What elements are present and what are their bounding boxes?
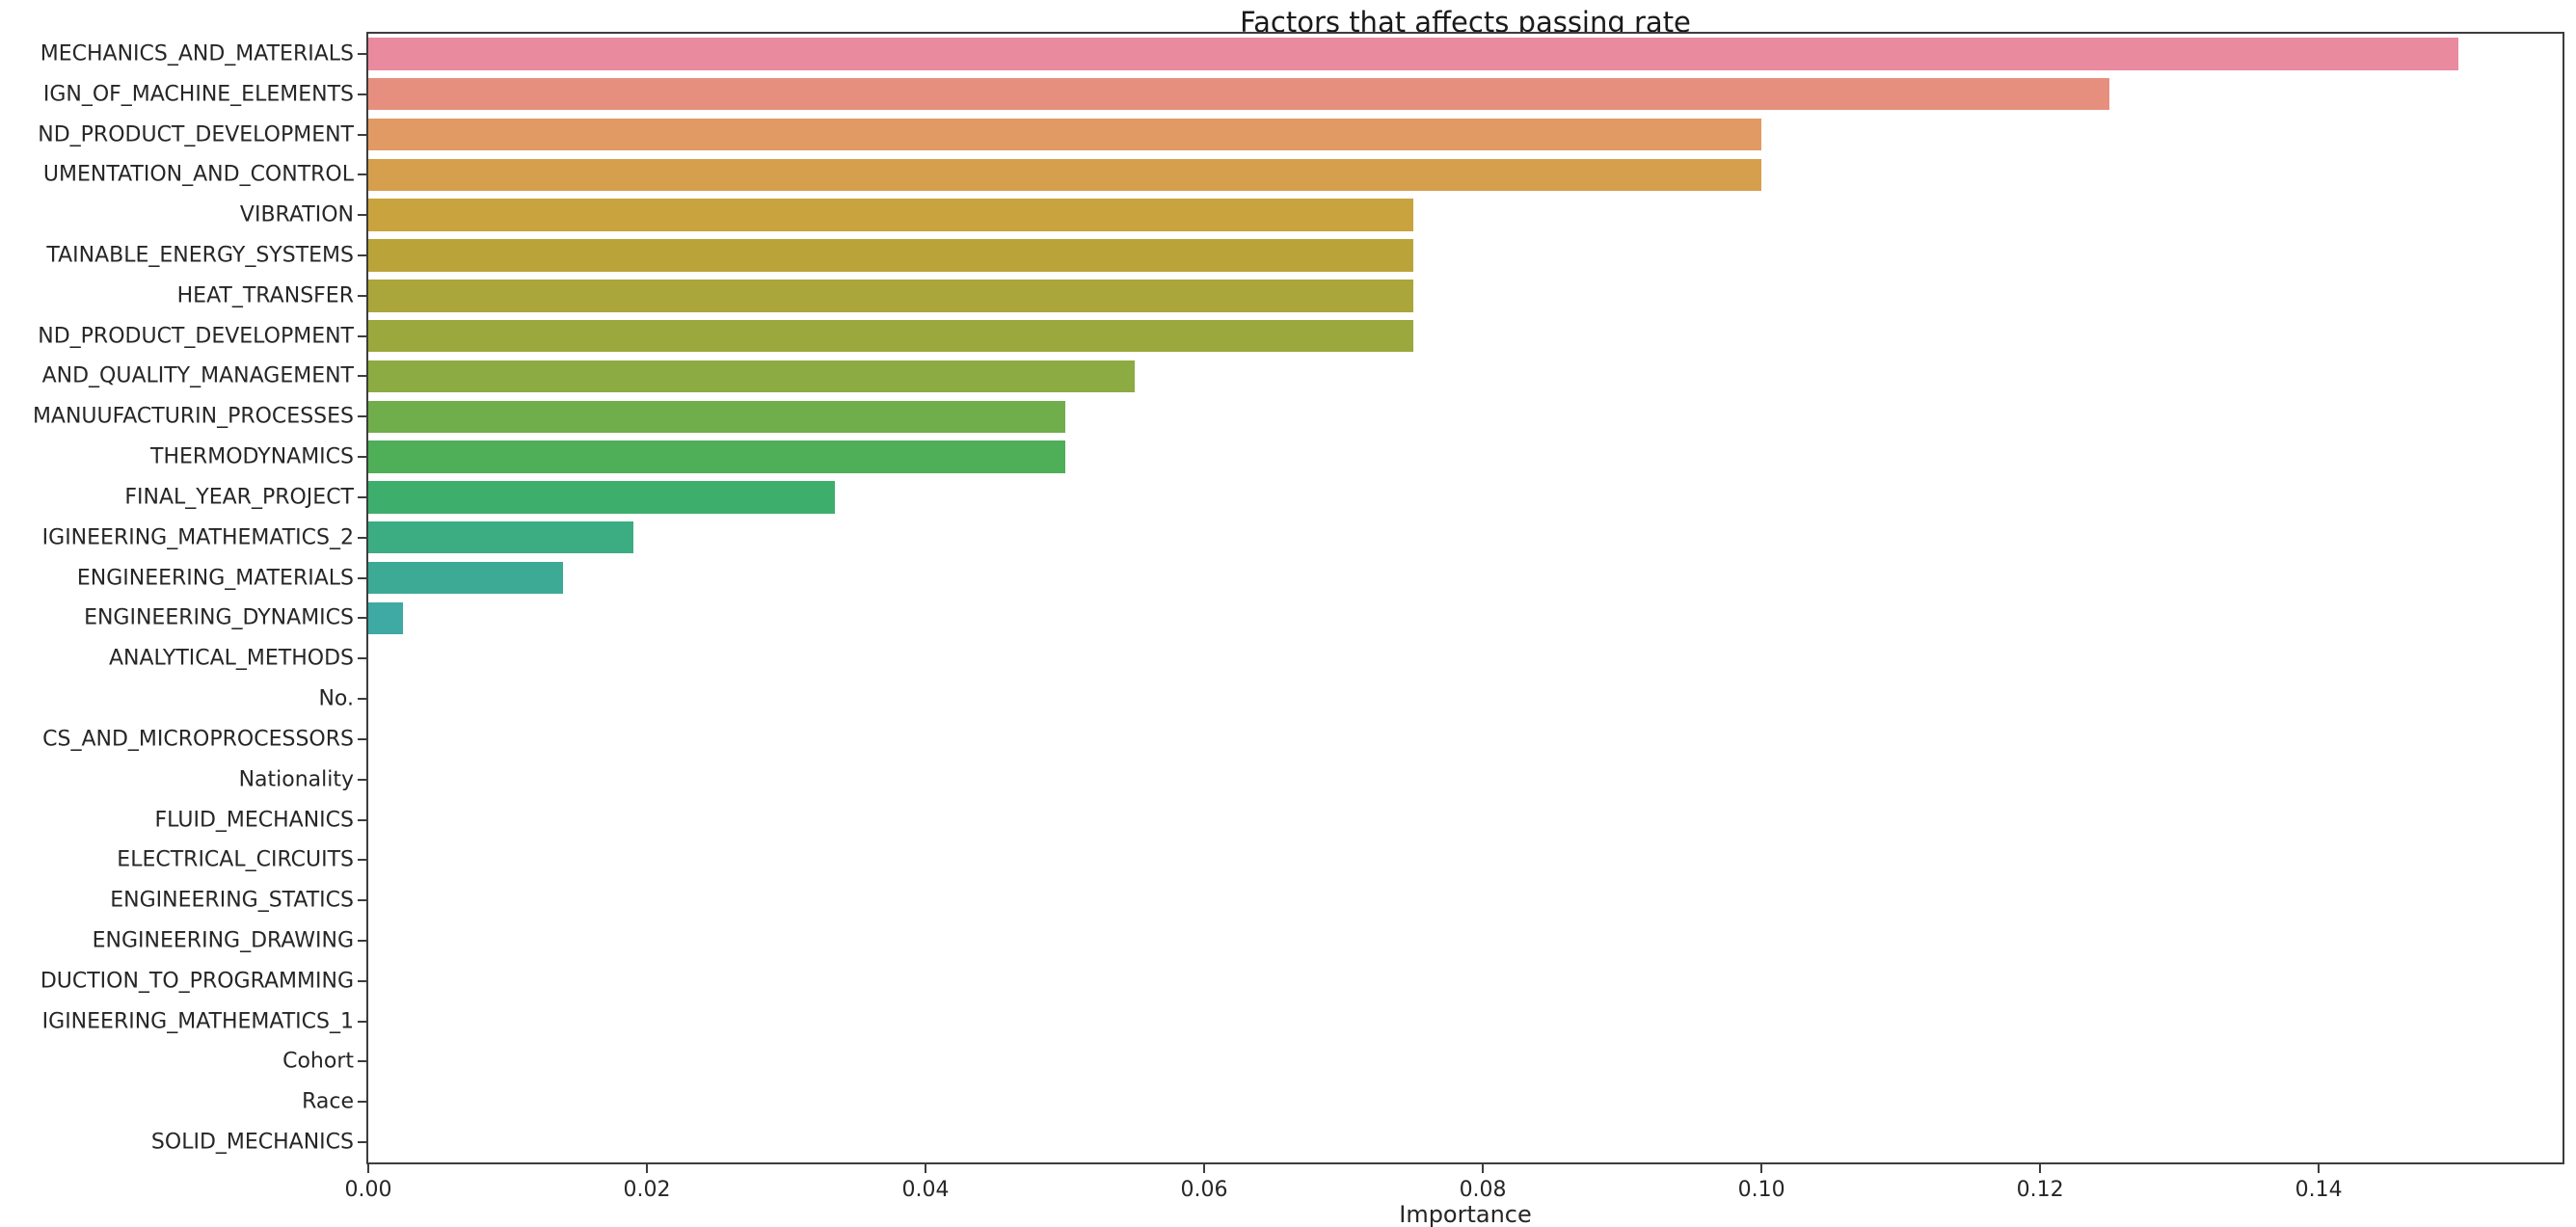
y-tick-mark: [358, 617, 366, 620]
y-tick-mark: [358, 52, 366, 55]
x-tick-label: 0.14: [2294, 1178, 2343, 1202]
bar: [368, 360, 1135, 393]
x-tick-label: 0.00: [344, 1178, 392, 1202]
y-tick-mark: [358, 1101, 366, 1104]
x-tick-mark: [2039, 1164, 2042, 1173]
y-tick-label: FLUID_MECHANICS: [154, 808, 354, 833]
bar: [368, 521, 633, 554]
x-tick-mark: [1760, 1164, 1763, 1173]
y-tick-label: ND_PRODUCT_DEVELOPMENT: [38, 122, 354, 147]
y-tick-label: ENGINEERING_DRAWING: [92, 928, 354, 953]
y-tick-mark: [358, 576, 366, 579]
y-tick-mark: [358, 214, 366, 217]
x-tick-label: 0.10: [1737, 1178, 1785, 1202]
y-tick-mark: [358, 456, 366, 459]
bar: [368, 601, 403, 635]
bar: [368, 118, 1761, 151]
y-tick-mark: [358, 1060, 366, 1063]
y-tick-mark: [358, 495, 366, 498]
x-tick-mark: [367, 1164, 369, 1173]
bar: [368, 561, 563, 595]
y-tick-mark: [358, 698, 366, 701]
y-tick-label: Nationality: [238, 767, 354, 792]
y-tick-label: ANALYTICAL_METHODS: [108, 646, 354, 671]
y-tick-mark: [358, 254, 366, 257]
y-tick-mark: [358, 859, 366, 862]
x-axis-label: Importance: [1399, 1201, 1532, 1227]
y-tick-label: ENGINEERING_STATICS: [110, 888, 354, 913]
y-tick-label: Cohort: [282, 1049, 354, 1074]
bar: [368, 199, 1413, 231]
y-tick-mark: [358, 1020, 366, 1023]
y-tick-label: DUCTION_TO_PROGRAMMING: [40, 969, 354, 994]
bar: [368, 400, 1065, 434]
bar: [368, 239, 1413, 272]
x-tick-mark: [1482, 1164, 1485, 1173]
bar: [368, 319, 1413, 353]
y-tick-label: CS_AND_MICROPROCESSORS: [42, 727, 354, 752]
bar: [368, 280, 1413, 312]
y-tick-label: UMENTATION_AND_CONTROL: [42, 162, 354, 187]
y-tick-mark: [358, 778, 366, 781]
x-tick-mark: [925, 1164, 927, 1173]
x-tick-label: 0.08: [1459, 1178, 1507, 1202]
y-tick-mark: [358, 375, 366, 378]
y-tick-label: SOLID_MECHANICS: [150, 1130, 354, 1155]
y-tick-label: VIBRATION: [239, 202, 354, 227]
y-tick-mark: [358, 133, 366, 136]
y-tick-label: No.: [318, 686, 354, 711]
y-tick-label: Race: [302, 1089, 354, 1114]
y-tick-label: THERMODYNAMICS: [150, 444, 354, 469]
y-tick-mark: [358, 536, 366, 539]
bar: [368, 440, 1065, 473]
y-tick-label: HEAT_TRANSFER: [176, 283, 354, 308]
x-tick-label: 0.02: [623, 1178, 671, 1202]
x-tick-mark: [2318, 1164, 2321, 1173]
y-tick-mark: [358, 657, 366, 660]
y-tick-label: MANUUFACTURIN_PROCESSES: [32, 404, 354, 429]
y-tick-label: IGN_OF_MACHINE_ELEMENTS: [42, 82, 354, 107]
y-tick-mark: [358, 737, 366, 740]
x-tick-mark: [646, 1164, 649, 1173]
y-tick-mark: [358, 899, 366, 902]
x-tick-mark: [1203, 1164, 1206, 1173]
y-tick-label: IGINEERING_MATHEMATICS_1: [41, 1009, 354, 1034]
x-tick-label: 0.04: [901, 1178, 950, 1202]
y-tick-label: ND_PRODUCT_DEVELOPMENT: [38, 324, 354, 349]
y-tick-label: TAINABLE_ENERGY_SYSTEMS: [46, 243, 354, 268]
bar: [368, 38, 2458, 70]
plot-area: [366, 32, 2564, 1164]
bar: [368, 78, 2109, 111]
y-tick-mark: [358, 818, 366, 821]
y-tick-mark: [358, 979, 366, 982]
y-tick-label: ENGINEERING_MATERIALS: [76, 566, 354, 591]
x-tick-label: 0.12: [2016, 1178, 2064, 1202]
bar: [368, 158, 1761, 192]
y-tick-mark: [358, 1141, 366, 1144]
y-tick-label: MECHANICS_AND_MATERIALS: [40, 41, 354, 67]
y-tick-mark: [358, 415, 366, 418]
y-tick-mark: [358, 939, 366, 942]
y-tick-label: FINAL_YEAR_PROJECT: [124, 485, 354, 510]
y-tick-mark: [358, 173, 366, 176]
y-tick-label: ELECTRICAL_CIRCUITS: [117, 847, 354, 872]
x-tick-label: 0.06: [1180, 1178, 1228, 1202]
y-tick-label: AND_QUALITY_MANAGEMENT: [41, 363, 354, 388]
y-tick-mark: [358, 334, 366, 337]
bar: [368, 481, 835, 514]
y-tick-label: IGINEERING_MATHEMATICS_2: [41, 525, 354, 550]
y-tick-label: ENGINEERING_DYNAMICS: [84, 605, 354, 630]
y-tick-mark: [358, 294, 366, 297]
y-tick-mark: [358, 93, 366, 95]
